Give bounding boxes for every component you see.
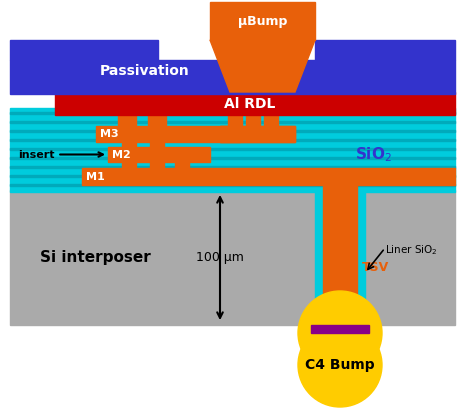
Text: Liner SiO$_2$: Liner SiO$_2$ [385, 243, 438, 257]
Text: Si interposer: Si interposer [40, 250, 151, 265]
Bar [10, 175, 455, 177]
Bar [122, 162, 136, 168]
Bar [315, 40, 455, 60]
Bar [220, 126, 295, 142]
Bar [10, 148, 455, 150]
Text: TSV: TSV [362, 261, 389, 274]
Text: 100 μm: 100 μm [196, 251, 244, 264]
Bar [175, 162, 189, 168]
Bar [10, 157, 455, 159]
Bar [10, 166, 455, 168]
Text: C4 Bump: C4 Bump [305, 358, 375, 372]
Bar [10, 130, 455, 132]
Polygon shape [210, 40, 315, 92]
Bar [315, 190, 365, 325]
Bar [220, 126, 295, 142]
Text: M2: M2 [112, 150, 131, 160]
Bar [210, 2, 315, 40]
Text: Al RDL: Al RDL [224, 97, 276, 110]
Bar [10, 139, 455, 141]
Bar [148, 115, 166, 126]
Text: M1: M1 [86, 171, 105, 181]
Bar [10, 121, 455, 123]
Bar [323, 175, 357, 325]
Bar [311, 325, 369, 333]
Text: SiO$_2$: SiO$_2$ [355, 146, 392, 164]
Bar [10, 40, 158, 60]
Bar [228, 115, 242, 126]
Bar [82, 168, 455, 185]
Circle shape [298, 323, 382, 407]
Text: μBump: μBump [238, 15, 287, 27]
Bar [264, 115, 278, 126]
Bar [108, 147, 210, 162]
Bar [118, 115, 136, 126]
Bar [150, 142, 164, 147]
Text: Passivation: Passivation [100, 64, 190, 78]
Text: M3: M3 [100, 129, 119, 139]
Bar [10, 190, 455, 325]
Bar [10, 60, 455, 94]
Bar [96, 126, 240, 142]
Bar [10, 184, 455, 186]
Bar [122, 142, 136, 147]
Text: insert: insert [18, 150, 103, 160]
Bar [10, 112, 455, 114]
Bar [246, 115, 260, 126]
Bar [150, 162, 164, 168]
Circle shape [298, 291, 382, 375]
Bar [10, 108, 455, 192]
Bar [55, 92, 455, 115]
